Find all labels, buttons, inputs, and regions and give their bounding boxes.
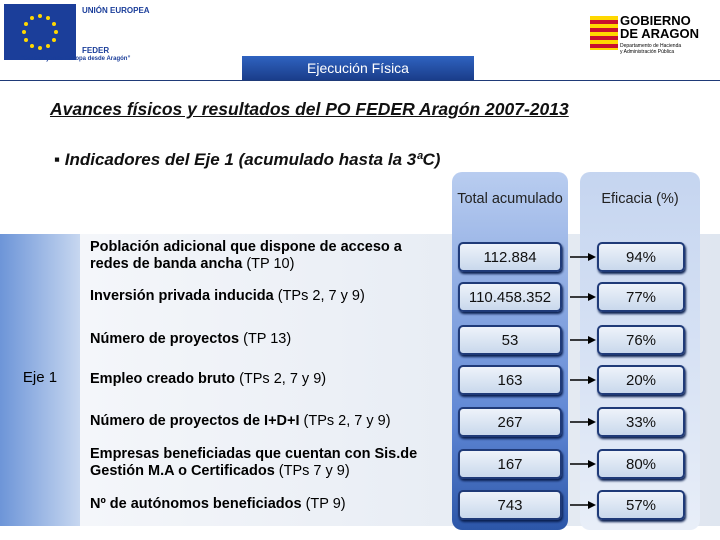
arrow (570, 501, 596, 509)
total-value: 110.458.352 (458, 282, 562, 312)
gov-name: GOBIERNO DE ARAGON (620, 14, 699, 40)
total-value: 743 (458, 490, 562, 520)
row-label: Nº de autónomos beneficiados (TP 9) (90, 486, 440, 522)
indicator: Número de proyectos (90, 330, 240, 347)
bullet: ▪ Indicadores del Eje 1 (acumulado hasta… (54, 150, 441, 169)
row-label-text: Número de proyectos (TP 13) (90, 331, 291, 348)
indicator: Empleo creado bruto (90, 370, 236, 387)
gov-dept-2: y Administración Pública (620, 49, 675, 55)
row-label-text: Número de proyectos de I+D+I (TPs 2, 7 y… (90, 413, 391, 430)
arrow (570, 293, 596, 301)
tp-ref: (TP 13) (243, 330, 292, 347)
row-label-text: Empresas beneficiadas que cuentan con Si… (90, 446, 440, 480)
tp-ref: (TPs 2, 7 y 9) (239, 370, 327, 387)
tp-ref: (TP 9) (305, 495, 346, 512)
column-header: Total acumulado (457, 191, 563, 207)
eficacia-value: 57% (597, 490, 685, 520)
eficacia-value: 80% (597, 449, 685, 479)
arrow (570, 418, 596, 426)
arrow (570, 376, 596, 384)
motto: “Construyendo Europa desde Aragón” (20, 56, 131, 62)
row-label: Inversión privada inducida (TPs 2, 7 y 9… (90, 278, 440, 314)
row-label: Empleo creado bruto (TPs 2, 7 y 9) (90, 361, 440, 397)
gov-logo (590, 16, 618, 50)
eficacia-value: 33% (597, 407, 685, 437)
eu-flag (4, 4, 76, 60)
eficacia-value: 20% (597, 365, 685, 395)
row-label-text: Empleo creado bruto (TPs 2, 7 y 9) (90, 371, 326, 388)
column-header: Eficacia (%) (601, 191, 679, 207)
row-label: Número de proyectos (TP 13) (90, 321, 440, 357)
section-tab: Ejecución Física (242, 56, 474, 80)
row-label: Número de proyectos de I+D+I (TPs 2, 7 y… (90, 403, 440, 439)
total-value: 163 (458, 365, 562, 395)
total-value: 53 (458, 325, 562, 355)
total-value: 112.884 (458, 242, 562, 272)
group-bg (0, 234, 80, 526)
arrow (570, 460, 596, 468)
indicator: Nº de autónomos beneficiados (90, 495, 302, 512)
row-label-text: Nº de autónomos beneficiados (TP 9) (90, 496, 346, 513)
arrow (570, 336, 596, 344)
total-value: 167 (458, 449, 562, 479)
eu-name: UNIÓN EUROPEA (82, 6, 150, 15)
bullet-text: Indicadores del Eje 1 (acumulado hasta l… (64, 150, 441, 169)
rule (0, 80, 720, 81)
arrow (570, 253, 596, 261)
eficacia-value: 76% (597, 325, 685, 355)
row-label: Población adicional que dispone de acces… (90, 238, 440, 274)
total-value: 267 (458, 407, 562, 437)
row-label: Empresas beneficiadas que cuentan con Si… (90, 445, 440, 481)
eficacia-value: 77% (597, 282, 685, 312)
tp-ref: (TPs 2, 7 y 9) (303, 412, 391, 429)
indicator: Número de proyectos de I+D+I (90, 412, 300, 429)
tp-ref: (TPs 2, 7 y 9) (277, 287, 365, 304)
tp-ref: (TPs 7 y 9) (278, 463, 350, 479)
gov-dept-1: Departamento de Hacienda (620, 43, 682, 49)
row-label-text: Población adicional que dispone de acces… (90, 239, 440, 273)
gov-dept: Departamento de Hacienda y Administración… (620, 43, 681, 55)
row-label-text: Inversión privada inducida (TPs 2, 7 y 9… (90, 288, 365, 305)
indicator: Empresas beneficiadas que cuentan con Si… (90, 446, 418, 479)
eficacia-value: 94% (597, 242, 685, 272)
title: Avances físicos y resultados del PO FEDE… (50, 99, 569, 119)
indicator: Población adicional que dispone de acces… (90, 239, 402, 272)
indicator: Inversión privada inducida (90, 287, 274, 304)
gov-name-1: GOBIERNO (620, 13, 691, 28)
fund: FEDER (82, 46, 110, 55)
gov-name-2: DE ARAGON (620, 26, 699, 41)
group-label: Eje 1 (22, 369, 58, 386)
tp-ref: (TP 10) (246, 256, 295, 272)
